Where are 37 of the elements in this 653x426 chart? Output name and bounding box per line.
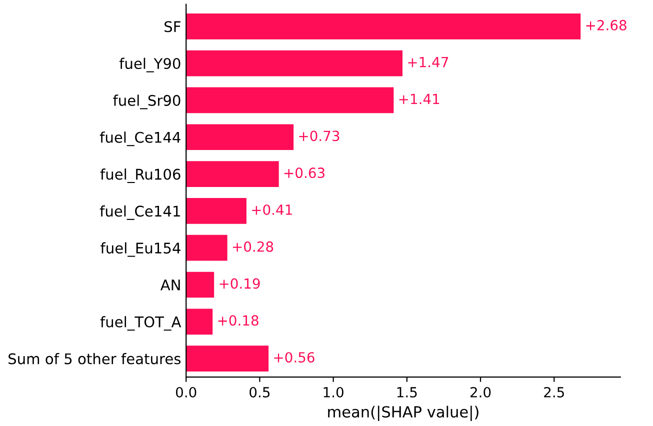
bar [186, 308, 213, 335]
y-tick-label: fuel_Ru106 [100, 168, 180, 184]
bar [186, 272, 214, 298]
x-tick-label: 0.0 [176, 386, 196, 398]
y-tick-label: fuel_Ce144 [100, 132, 180, 146]
bar [186, 124, 294, 150]
y-tick-label: fuel_TOT_A [100, 316, 182, 331]
bar [186, 161, 279, 187]
bar [186, 346, 269, 372]
y-tick-label: AN [160, 280, 180, 290]
y-tick-label: Sum of 5 other features [8, 353, 181, 364]
data-label: +0.73 [299, 130, 340, 142]
y-tick-label: fuel_Y90 [119, 58, 180, 72]
bar [186, 50, 402, 76]
data-label: +1.41 [399, 94, 440, 104]
data-label: +0.19 [220, 278, 260, 289]
y-tick-label: SF [164, 21, 180, 32]
bar [186, 198, 246, 224]
y-tick-label: fuel_Eu154 [100, 242, 180, 257]
data-label: +0.41 [252, 204, 292, 215]
data-label: +0.63 [284, 168, 324, 178]
bar [186, 87, 394, 114]
data-label: +2.68 [586, 20, 626, 30]
data-label: +0.28 [232, 241, 274, 252]
x-tick-label: 2.5 [544, 386, 564, 398]
bar [186, 13, 581, 40]
data-label: +0.18 [218, 315, 258, 326]
x-tick-label: 1.5 [397, 387, 417, 398]
x-tick-label: 1.0 [324, 386, 344, 398]
y-tick-label: fuel_Ce141 [100, 205, 180, 220]
x-tick-label: 2.0 [470, 386, 491, 398]
y-tick-label: fuel_Sr90 [113, 94, 180, 110]
data-label: +0.56 [274, 352, 314, 363]
x-axis-title: mean(|SHAP value|) [328, 406, 478, 422]
bar [186, 234, 228, 261]
data-label: +1.47 [408, 57, 448, 68]
x-tick-label: 0.5 [250, 386, 270, 398]
